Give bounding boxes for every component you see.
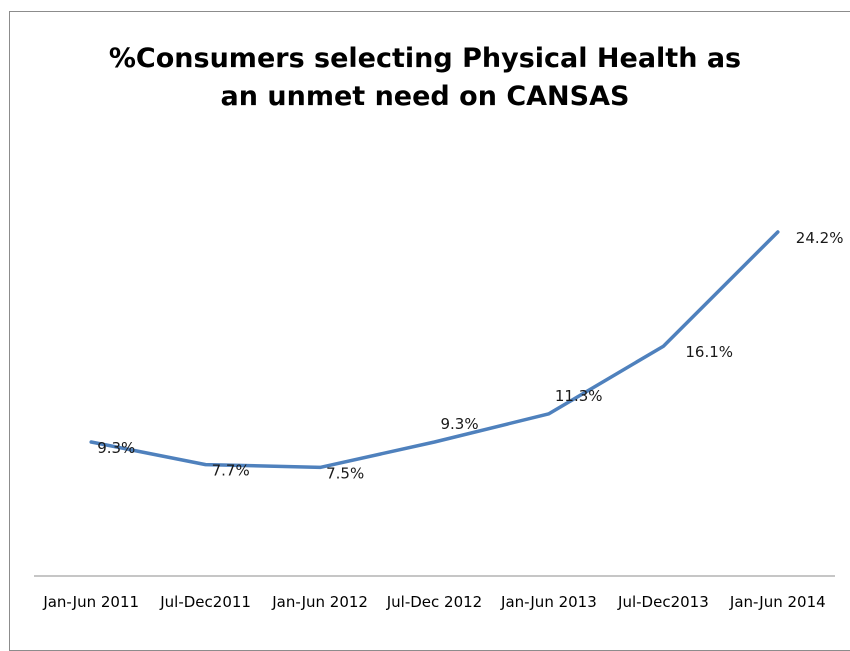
x-tick-label: Jan-Jun 2011 xyxy=(42,593,139,611)
x-tick-label: Jul-Dec2013 xyxy=(617,593,709,611)
data-label: 7.7% xyxy=(212,462,250,480)
data-label: 16.1% xyxy=(685,343,733,361)
line-chart: 9.3% 7.7% 7.5% 9.3% 11.3% 16.1% 24.2% Jan-Jun … xyxy=(34,229,844,611)
data-label: 11.3% xyxy=(555,387,603,405)
data-label: 9.3% xyxy=(97,439,135,457)
data-label: 24.2% xyxy=(796,229,844,247)
series-line xyxy=(89,230,780,470)
x-tick-label: Jan-Jun 2013 xyxy=(500,593,597,611)
x-tick-label: Jul-Dec 2012 xyxy=(386,593,482,611)
x-tick-label: Jul-Dec2011 xyxy=(159,593,251,611)
data-label: 7.5% xyxy=(326,464,364,482)
data-label: 9.3% xyxy=(441,415,479,433)
x-tick-label: Jan-Jun 2012 xyxy=(271,593,368,611)
chart-title: %Consumers selecting Physical Health as … xyxy=(108,43,742,112)
x-tick-label: Jan-Jun 2014 xyxy=(729,593,826,611)
